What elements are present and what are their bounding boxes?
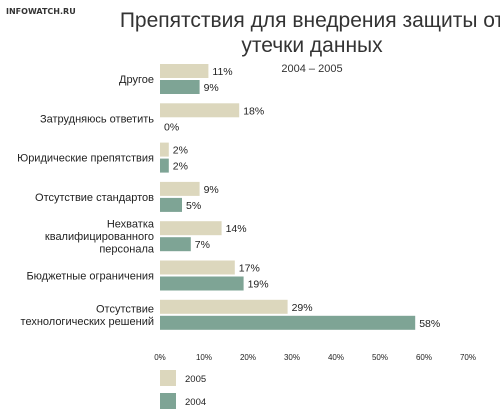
bar-2004 xyxy=(160,276,244,291)
category-label: Затрудняюсь ответить xyxy=(40,113,154,125)
legend-swatch-2005 xyxy=(160,370,176,386)
x-tick-label: 40% xyxy=(328,353,344,362)
x-tick-label: 70% xyxy=(460,353,476,362)
data-label: 9% xyxy=(204,82,219,94)
x-axis: 0% 10% 20% 30% 40% 50% 60% 70% xyxy=(154,353,476,362)
chart-title-line-2: утечки данных xyxy=(241,34,383,57)
category-label: Юридические препятствия xyxy=(17,153,154,165)
bar-2004 xyxy=(160,158,169,173)
bar-2005 xyxy=(160,142,169,157)
data-label: 0% xyxy=(164,121,179,133)
legend-label-2005: 2005 xyxy=(185,374,206,385)
legend: 2005 2004 xyxy=(160,370,206,409)
legend-label-2004: 2004 xyxy=(185,397,206,408)
bar-2005 xyxy=(160,64,209,78)
x-tick-label: 60% xyxy=(416,353,432,362)
legend-swatch-2004 xyxy=(160,393,176,409)
bar-2004 xyxy=(160,197,182,212)
category-label-line: Бюджетные ограничения xyxy=(26,271,154,283)
x-tick-label: 10% xyxy=(196,353,212,362)
x-tick-label: 0% xyxy=(154,353,166,362)
category-5: Бюджетные ограничения 17% 19% xyxy=(26,260,269,291)
bar-2005 xyxy=(160,181,200,196)
bar-2004 xyxy=(160,237,191,252)
category-label-line: квалифицированного xyxy=(45,231,154,243)
category-0: Другое 11% 9% xyxy=(119,64,233,94)
plot-area: Другое 11% 9% Затрудняюсь ответить 18% 0% Юрид… xyxy=(17,64,440,330)
bar-2004 xyxy=(160,315,416,330)
bar-2005 xyxy=(160,299,288,314)
bar-2005 xyxy=(160,260,235,275)
category-label-line: Нехватка xyxy=(107,219,155,231)
category-label-line: Отсутствие стандартов xyxy=(35,192,154,204)
category-1: Затрудняюсь ответить 18% 0% xyxy=(40,103,264,133)
x-tick-label: 20% xyxy=(240,353,256,362)
data-label: 58% xyxy=(419,318,440,330)
data-label: 29% xyxy=(292,302,313,314)
data-label: 18% xyxy=(243,105,264,117)
data-label: 11% xyxy=(212,66,232,78)
data-label: 14% xyxy=(226,223,247,235)
data-label: 7% xyxy=(195,239,210,251)
category-2: Юридические препятствия 2% 2% xyxy=(17,142,188,173)
data-label: 9% xyxy=(204,184,219,196)
category-label: Отсутствие стандартов xyxy=(35,192,154,204)
bar-2005 xyxy=(160,103,240,118)
category-label-line: Другое xyxy=(119,74,154,86)
category-label: Нехватка квалифицированного персонала xyxy=(45,219,155,256)
data-label: 17% xyxy=(239,263,260,275)
bar-2005 xyxy=(160,221,222,236)
source-label: INFOWATCH.RU xyxy=(6,7,76,16)
category-label-line: технологических решений xyxy=(21,316,154,328)
category-6: Отсутствие технологических решений 29% 58% xyxy=(21,299,440,330)
x-tick-label: 30% xyxy=(284,353,300,362)
bar-2004 xyxy=(160,80,200,94)
category-label: Другое xyxy=(119,74,154,86)
chart-subtitle: 2004 – 2005 xyxy=(281,63,342,75)
data-label: 19% xyxy=(248,279,269,291)
category-label-line: Юридические препятствия xyxy=(17,153,154,165)
category-3: Отсутствие стандартов 9%5% xyxy=(35,181,219,212)
chart-title-line-1: Препятствия для внедрения защиты от xyxy=(120,9,500,32)
data-label: 5% xyxy=(186,200,201,212)
data-label: 2% xyxy=(173,161,188,173)
x-tick-label: 50% xyxy=(372,353,388,362)
category-label: Бюджетные ограничения xyxy=(26,271,154,283)
category-4: Нехватка квалифицированного персонала 14% 7% xyxy=(45,219,247,256)
category-label-line: Затрудняюсь ответить xyxy=(40,113,154,125)
data-label: 2% xyxy=(173,145,188,157)
category-label-line: Отсутствие xyxy=(96,304,154,316)
category-label: Отсутствие технологических решений xyxy=(21,304,154,329)
category-label-line: персонала xyxy=(99,244,155,256)
